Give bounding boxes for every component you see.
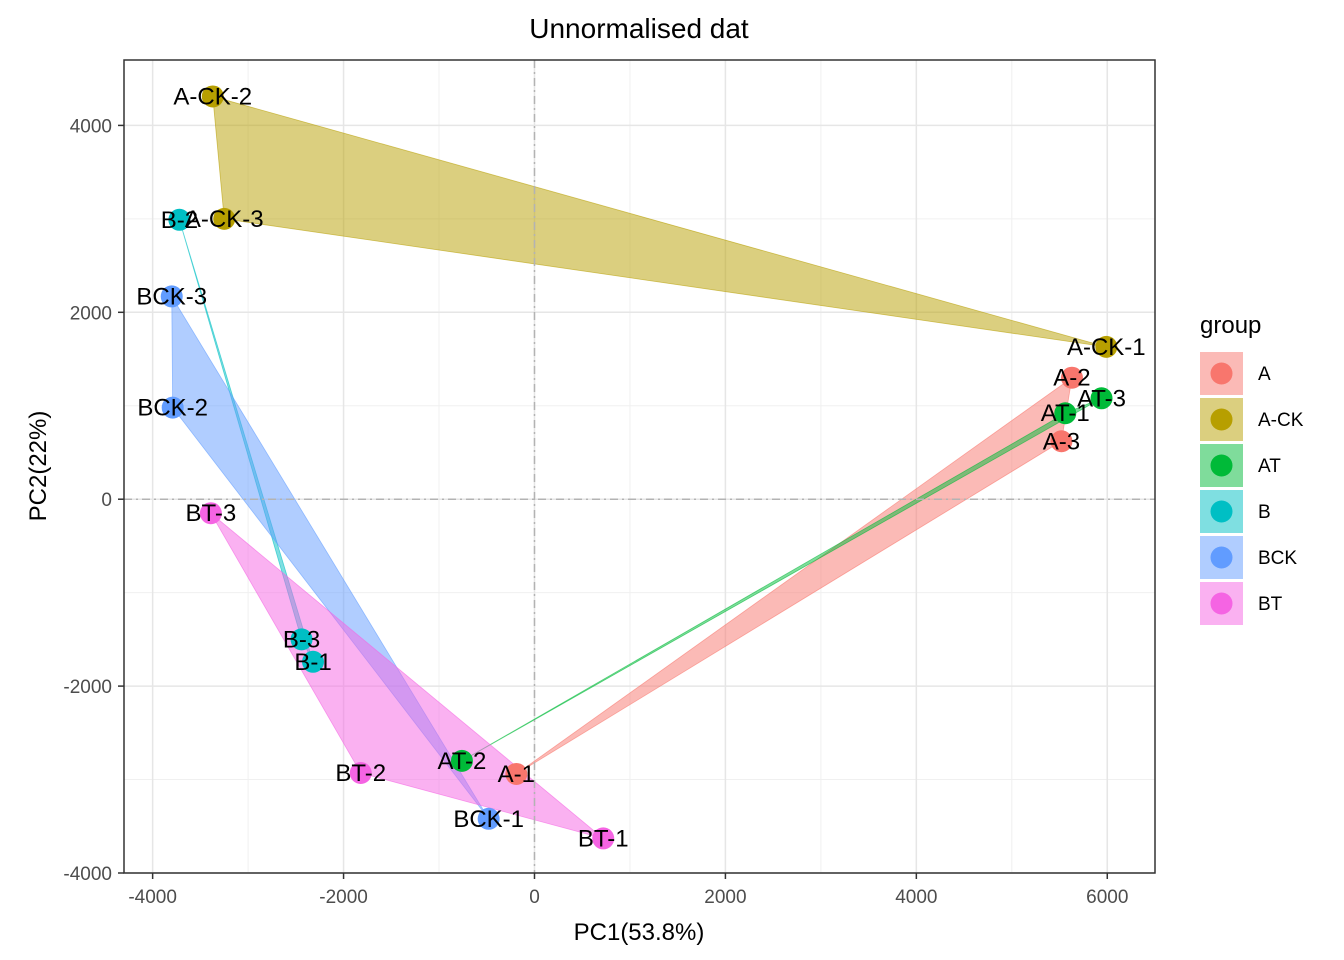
point-BT-1 xyxy=(592,827,615,850)
point-BCK-3 xyxy=(160,285,183,308)
panel-border xyxy=(123,59,1156,874)
point-A-1 xyxy=(505,762,528,785)
point-label: AT-3 xyxy=(1077,385,1126,412)
x-tick-label: -2000 xyxy=(319,887,368,908)
point-A-2 xyxy=(1060,366,1083,389)
point-label: A-CK-2 xyxy=(173,83,252,110)
point-label: A-CK-1 xyxy=(1067,334,1146,361)
y-tick-label: 0 xyxy=(101,490,112,511)
x-tick-label: 2000 xyxy=(704,887,746,908)
hull-A-CK xyxy=(212,95,1107,348)
y-tick-label: 4000 xyxy=(70,116,112,137)
group-hulls xyxy=(171,95,1107,839)
point-label: A-1 xyxy=(498,761,535,788)
point-A-CK-2 xyxy=(201,85,224,108)
point-AT-3 xyxy=(1090,387,1113,410)
x-tick-label: -4000 xyxy=(128,887,177,908)
chart-title: Unnormalised dat xyxy=(529,13,749,44)
reference-lines xyxy=(124,60,1155,873)
legend-label: BCK xyxy=(1258,548,1297,569)
point-BT-3 xyxy=(199,502,222,525)
point-label: BCK-3 xyxy=(136,283,207,310)
point-A-3 xyxy=(1050,430,1073,453)
x-axis-title: PC1(53.8%) xyxy=(574,919,705,946)
x-tick-label: 4000 xyxy=(895,887,937,908)
point-label: BT-3 xyxy=(186,500,237,527)
legend-marker-A-CK xyxy=(1210,408,1233,431)
point-label: A-CK-3 xyxy=(185,206,264,233)
legend-label: A xyxy=(1258,364,1271,385)
point-label: BCK-2 xyxy=(137,395,208,422)
point-A-CK-1 xyxy=(1095,335,1118,358)
y-tick-label: 2000 xyxy=(70,303,112,324)
y-tick-label: -4000 xyxy=(63,864,112,885)
legend-label: A-CK xyxy=(1258,410,1304,431)
legend-marker-BCK xyxy=(1210,546,1233,569)
x-tick-label: 0 xyxy=(529,887,540,908)
y-axis-title: PC2(22%) xyxy=(25,411,52,522)
legend-marker-B xyxy=(1210,500,1233,523)
point-label: AT-1 xyxy=(1041,400,1090,427)
legend-label: B xyxy=(1258,502,1271,523)
point-label: B-2 xyxy=(161,207,198,234)
legend-marker-AT xyxy=(1210,454,1233,477)
legend-marker-BT xyxy=(1210,592,1233,615)
hull-AT xyxy=(461,397,1102,762)
point-B-3 xyxy=(290,628,313,651)
x-tick-label: 6000 xyxy=(1086,887,1128,908)
point-label: BT-2 xyxy=(335,760,386,787)
point-BT-2 xyxy=(349,762,372,785)
y-axis: -4000 -2000 0 2000 4000 xyxy=(63,116,124,885)
legend-marker-A xyxy=(1210,362,1233,385)
legend: group A A-CK AT B BCK BT xyxy=(1200,312,1304,625)
point-AT-2 xyxy=(450,749,473,772)
point-label: B-1 xyxy=(294,649,331,676)
point-label: AT-2 xyxy=(437,748,486,775)
point-label: BCK-1 xyxy=(453,806,524,833)
point-BCK-2 xyxy=(161,396,184,419)
legend-label: BT xyxy=(1258,594,1283,615)
point-label: B-3 xyxy=(283,626,320,653)
point-A-CK-3 xyxy=(213,207,236,230)
point-label: A-2 xyxy=(1053,365,1090,392)
data-points xyxy=(160,85,1118,850)
point-AT-1 xyxy=(1054,402,1077,425)
y-tick-label: -2000 xyxy=(63,677,112,698)
legend-label: AT xyxy=(1258,456,1281,477)
point-label: A-3 xyxy=(1043,428,1080,455)
x-axis: -4000 -2000 0 2000 4000 6000 xyxy=(128,873,1128,908)
point-label: BT-1 xyxy=(578,825,629,852)
hull-BT xyxy=(210,512,604,839)
point-B-1 xyxy=(302,650,325,673)
point-labels: A-1 A-2 A-3 A-CK-1 A-CK-2 A-CK-3 AT-1 AT-2 AT-3 B… xyxy=(136,83,1145,852)
point-BCK-1 xyxy=(477,807,500,830)
point-B-2 xyxy=(168,208,191,231)
legend-title: group xyxy=(1200,312,1261,339)
